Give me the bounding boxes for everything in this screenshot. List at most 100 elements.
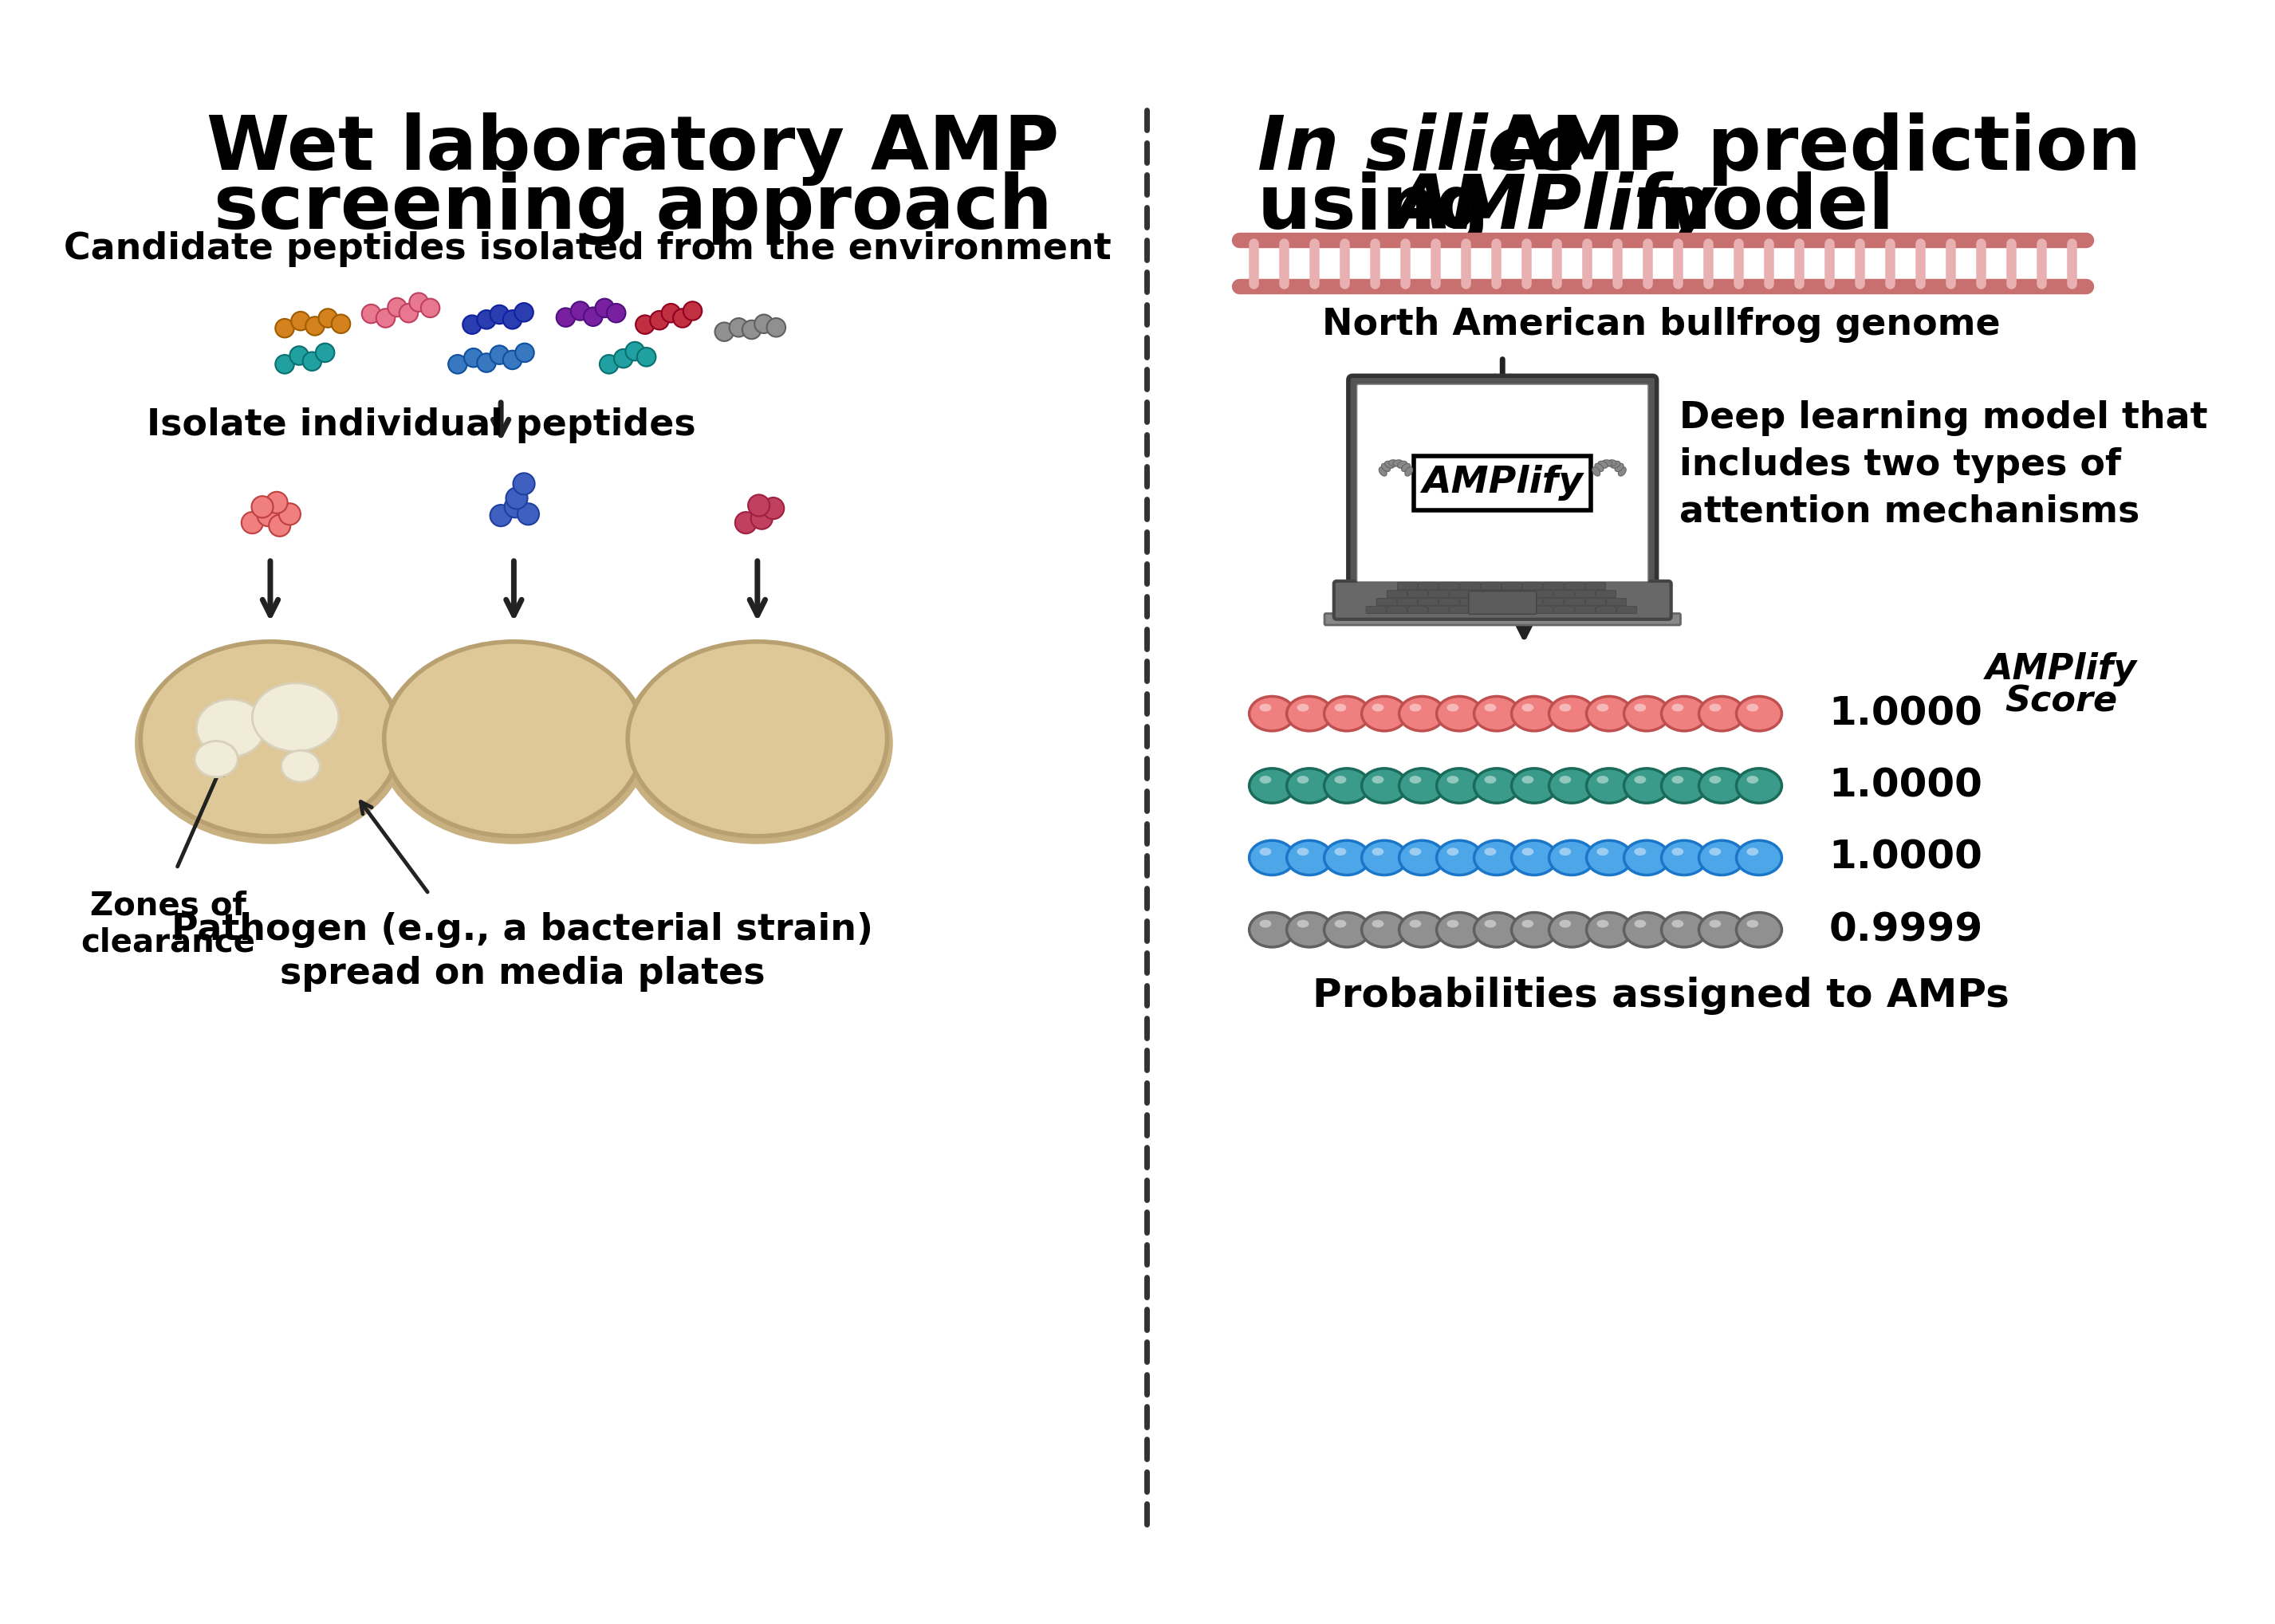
FancyBboxPatch shape bbox=[1565, 583, 1586, 590]
Text: AMPlify: AMPlify bbox=[1422, 464, 1583, 502]
Ellipse shape bbox=[1618, 468, 1627, 476]
Text: Wet laboratory AMP: Wet laboratory AMP bbox=[207, 112, 1060, 185]
Ellipse shape bbox=[1436, 913, 1481, 947]
Ellipse shape bbox=[1335, 703, 1347, 711]
FancyBboxPatch shape bbox=[1461, 598, 1481, 606]
Ellipse shape bbox=[1511, 768, 1556, 802]
FancyBboxPatch shape bbox=[1554, 606, 1574, 614]
FancyBboxPatch shape bbox=[1413, 456, 1590, 510]
Ellipse shape bbox=[1549, 697, 1595, 731]
Ellipse shape bbox=[1661, 697, 1706, 731]
Ellipse shape bbox=[1399, 841, 1445, 875]
Ellipse shape bbox=[1672, 848, 1683, 856]
Ellipse shape bbox=[1522, 848, 1533, 856]
Ellipse shape bbox=[1363, 697, 1406, 731]
Text: Deep learning model that
includes two types of
attention mechanisms: Deep learning model that includes two ty… bbox=[1679, 400, 2207, 529]
Ellipse shape bbox=[1436, 841, 1481, 875]
Ellipse shape bbox=[1633, 919, 1647, 927]
Circle shape bbox=[375, 309, 396, 328]
Circle shape bbox=[387, 297, 407, 317]
Ellipse shape bbox=[1736, 697, 1781, 731]
Ellipse shape bbox=[384, 641, 644, 836]
Circle shape bbox=[651, 310, 669, 330]
Circle shape bbox=[266, 492, 287, 513]
Ellipse shape bbox=[1410, 919, 1422, 927]
Ellipse shape bbox=[1606, 460, 1615, 466]
Circle shape bbox=[275, 356, 293, 374]
Ellipse shape bbox=[1709, 919, 1722, 927]
Ellipse shape bbox=[1324, 768, 1370, 802]
Ellipse shape bbox=[1597, 703, 1608, 711]
Ellipse shape bbox=[1633, 703, 1647, 711]
FancyBboxPatch shape bbox=[1470, 606, 1490, 614]
Ellipse shape bbox=[1511, 913, 1556, 947]
Circle shape bbox=[557, 309, 576, 326]
FancyBboxPatch shape bbox=[1481, 598, 1502, 606]
Ellipse shape bbox=[196, 700, 264, 757]
Ellipse shape bbox=[1672, 703, 1683, 711]
Ellipse shape bbox=[1736, 768, 1781, 802]
Ellipse shape bbox=[1558, 703, 1572, 711]
Ellipse shape bbox=[1249, 841, 1294, 875]
Circle shape bbox=[289, 346, 309, 365]
Circle shape bbox=[503, 351, 521, 369]
Ellipse shape bbox=[253, 684, 339, 752]
Ellipse shape bbox=[1699, 768, 1745, 802]
Circle shape bbox=[601, 356, 619, 374]
FancyBboxPatch shape bbox=[1545, 583, 1563, 590]
Circle shape bbox=[303, 352, 321, 370]
Text: 1.0000: 1.0000 bbox=[1829, 767, 1984, 806]
Ellipse shape bbox=[1597, 776, 1608, 783]
FancyBboxPatch shape bbox=[1545, 598, 1563, 606]
Ellipse shape bbox=[1324, 913, 1370, 947]
Ellipse shape bbox=[1549, 913, 1595, 947]
Ellipse shape bbox=[1709, 703, 1722, 711]
FancyBboxPatch shape bbox=[1533, 591, 1554, 598]
Ellipse shape bbox=[1483, 919, 1497, 927]
Ellipse shape bbox=[141, 641, 400, 836]
Ellipse shape bbox=[1410, 776, 1422, 783]
Circle shape bbox=[275, 318, 293, 338]
FancyBboxPatch shape bbox=[1533, 606, 1554, 614]
FancyBboxPatch shape bbox=[1376, 598, 1397, 606]
FancyBboxPatch shape bbox=[1470, 591, 1490, 598]
Ellipse shape bbox=[1447, 848, 1458, 856]
Circle shape bbox=[516, 503, 539, 525]
Circle shape bbox=[662, 304, 680, 323]
Circle shape bbox=[742, 320, 762, 339]
Ellipse shape bbox=[1586, 768, 1631, 802]
Text: Candidate peptides isolated from the environment: Candidate peptides isolated from the env… bbox=[64, 231, 1110, 266]
FancyBboxPatch shape bbox=[1349, 375, 1656, 591]
FancyBboxPatch shape bbox=[1324, 614, 1681, 625]
Ellipse shape bbox=[1624, 697, 1670, 731]
FancyBboxPatch shape bbox=[1606, 598, 1627, 606]
Ellipse shape bbox=[1624, 768, 1670, 802]
Circle shape bbox=[409, 292, 428, 312]
FancyBboxPatch shape bbox=[1554, 591, 1574, 598]
Text: AMP prediction: AMP prediction bbox=[1467, 112, 2141, 185]
Ellipse shape bbox=[1249, 768, 1294, 802]
Ellipse shape bbox=[1288, 913, 1333, 947]
Ellipse shape bbox=[196, 741, 239, 776]
Ellipse shape bbox=[1410, 848, 1422, 856]
Ellipse shape bbox=[1297, 848, 1308, 856]
Text: AMPlify: AMPlify bbox=[1392, 171, 1715, 245]
Ellipse shape bbox=[1436, 697, 1481, 731]
Text: Zones of
clearance: Zones of clearance bbox=[80, 890, 255, 958]
FancyBboxPatch shape bbox=[1618, 606, 1638, 614]
Ellipse shape bbox=[1474, 913, 1520, 947]
Ellipse shape bbox=[1372, 919, 1383, 927]
Ellipse shape bbox=[1522, 776, 1533, 783]
Ellipse shape bbox=[1672, 776, 1683, 783]
Circle shape bbox=[462, 315, 482, 335]
FancyBboxPatch shape bbox=[1388, 591, 1406, 598]
Ellipse shape bbox=[1379, 468, 1388, 476]
Circle shape bbox=[735, 512, 758, 534]
Ellipse shape bbox=[1297, 703, 1308, 711]
FancyBboxPatch shape bbox=[1574, 606, 1595, 614]
Ellipse shape bbox=[1474, 768, 1520, 802]
FancyBboxPatch shape bbox=[1513, 591, 1533, 598]
Ellipse shape bbox=[1709, 776, 1722, 783]
Ellipse shape bbox=[1288, 697, 1333, 731]
Text: North American bullfrog genome: North American bullfrog genome bbox=[1322, 307, 2000, 343]
